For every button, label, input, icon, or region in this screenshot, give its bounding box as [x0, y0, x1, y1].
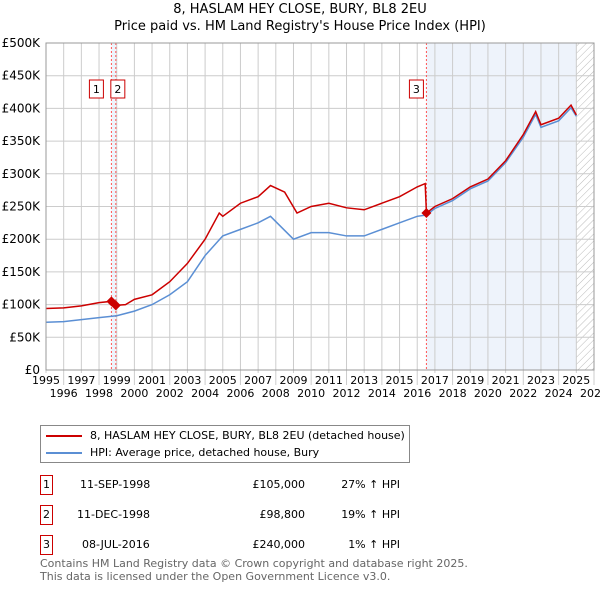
x-tick-label: 2005	[209, 374, 237, 387]
sale-hpi: 27% ↑ HPI	[341, 478, 400, 491]
x-tick-label: 1999	[103, 374, 131, 387]
x-tick-label: 1998	[85, 387, 113, 400]
x-tick-label: 2002	[156, 387, 184, 400]
x-tick-label: 2022	[509, 387, 537, 400]
x-tick-label: 2021	[492, 374, 520, 387]
x-tick-label: 2020	[474, 387, 502, 400]
x-tick-label: 2007	[244, 374, 272, 387]
x-tick-label: 2008	[262, 387, 290, 400]
x-tick-label: 2004	[191, 387, 219, 400]
y-tick-label: £450K	[2, 69, 42, 83]
sale-point	[421, 208, 432, 219]
footer-line: This data is licensed under the Open Gov…	[40, 570, 391, 583]
sale-price: £240,000	[252, 538, 306, 551]
chart-subtitle: Price paid vs. HM Land Registry's House …	[114, 19, 486, 34]
y-tick-label: £350K	[2, 134, 42, 148]
sale-marker-label: 2	[40, 505, 53, 525]
x-tick-label: 2012	[333, 387, 361, 400]
sale-hpi: 19% ↑ HPI	[341, 508, 400, 521]
x-tick-label: 2017	[421, 374, 449, 387]
x-tick-label: 2024	[545, 387, 573, 400]
sale-label: 2	[114, 83, 121, 96]
sale-label-box	[88, 79, 104, 99]
x-tick-label: 2018	[439, 387, 467, 400]
legend-label-hpi: HPI: Average price, detached house, Bury	[90, 446, 320, 459]
x-tick-label: 2016	[403, 387, 431, 400]
legend-swatch-property	[46, 434, 82, 437]
sale-label: 3	[413, 83, 420, 96]
y-tick-label: £150K	[2, 265, 42, 279]
x-tick-label: 1997	[67, 374, 95, 387]
footer-line: Contains HM Land Registry data © Crown c…	[40, 557, 468, 570]
x-tick-label: 1995	[32, 374, 60, 387]
y-tick-label: £200K	[2, 232, 42, 246]
x-tick-label: 2026	[580, 387, 600, 400]
sale-label-box	[110, 79, 126, 99]
x-tick-label: 2019	[456, 374, 484, 387]
sale-label: 1	[93, 83, 100, 96]
x-tick-label: 2023	[527, 374, 555, 387]
y-tick-label: £50K	[9, 330, 41, 344]
sale-row: 2 11-DEC-1998 £98,800 19% ↑ HPI	[40, 505, 440, 525]
x-tick-label: 2011	[315, 374, 343, 387]
sale-date: 08-JUL-2016	[82, 538, 150, 551]
sale-point	[110, 300, 121, 311]
plot-frame	[45, 42, 595, 371]
sale-marker-label: 1	[40, 475, 53, 495]
chart-title: 8, HASLAM HEY CLOSE, BURY, BL8 2EU	[173, 2, 427, 17]
y-tick-label: £100K	[2, 298, 42, 312]
x-tick-label: 2013	[350, 374, 378, 387]
x-tick-label: 2015	[386, 374, 414, 387]
series-line	[45, 106, 577, 324]
x-tick-label: 2009	[279, 374, 307, 387]
sale-label-box	[408, 79, 424, 99]
x-tick-label: 2000	[120, 387, 148, 400]
x-tick-label: 2010	[297, 387, 325, 400]
series-line	[45, 103, 577, 310]
sale-date: 11-DEC-1998	[77, 508, 151, 521]
y-tick-label: £400K	[2, 101, 42, 115]
x-tick-label: 2003	[173, 374, 201, 387]
legend-swatch-hpi	[46, 451, 82, 454]
sale-row: 1 11-SEP-1998 £105,000 27% ↑ HPI	[40, 475, 440, 495]
legend: 8, HASLAM HEY CLOSE, BURY, BL8 2EU (deta…	[40, 425, 410, 463]
sale-price: £105,000	[252, 478, 306, 491]
sale-date: 11-SEP-1998	[80, 478, 151, 491]
x-tick-label: 2006	[226, 387, 254, 400]
footer: Contains HM Land Registry data © Crown c…	[40, 557, 468, 583]
plot-area: 1995199619971998199920002001200220032004…	[2, 36, 600, 400]
y-tick-label: £300K	[2, 167, 42, 181]
legend-label-property: 8, HASLAM HEY CLOSE, BURY, BL8 2EU (deta…	[90, 429, 405, 442]
y-tick-label: £250K	[2, 200, 42, 214]
y-tick-label: £0	[25, 363, 40, 377]
sale-hpi: 1% ↑ HPI	[348, 538, 400, 551]
sale-marker-label: 3	[40, 535, 53, 555]
sale-row: 3 08-JUL-2016 £240,000 1% ↑ HPI	[40, 535, 440, 555]
x-tick-label: 1996	[50, 387, 78, 400]
x-tick-label: 2001	[138, 374, 166, 387]
x-tick-label: 2014	[368, 387, 396, 400]
x-tick-label: 2025	[562, 374, 590, 387]
sale-price: £98,800	[259, 508, 306, 521]
y-tick-label: £500K	[2, 36, 42, 50]
